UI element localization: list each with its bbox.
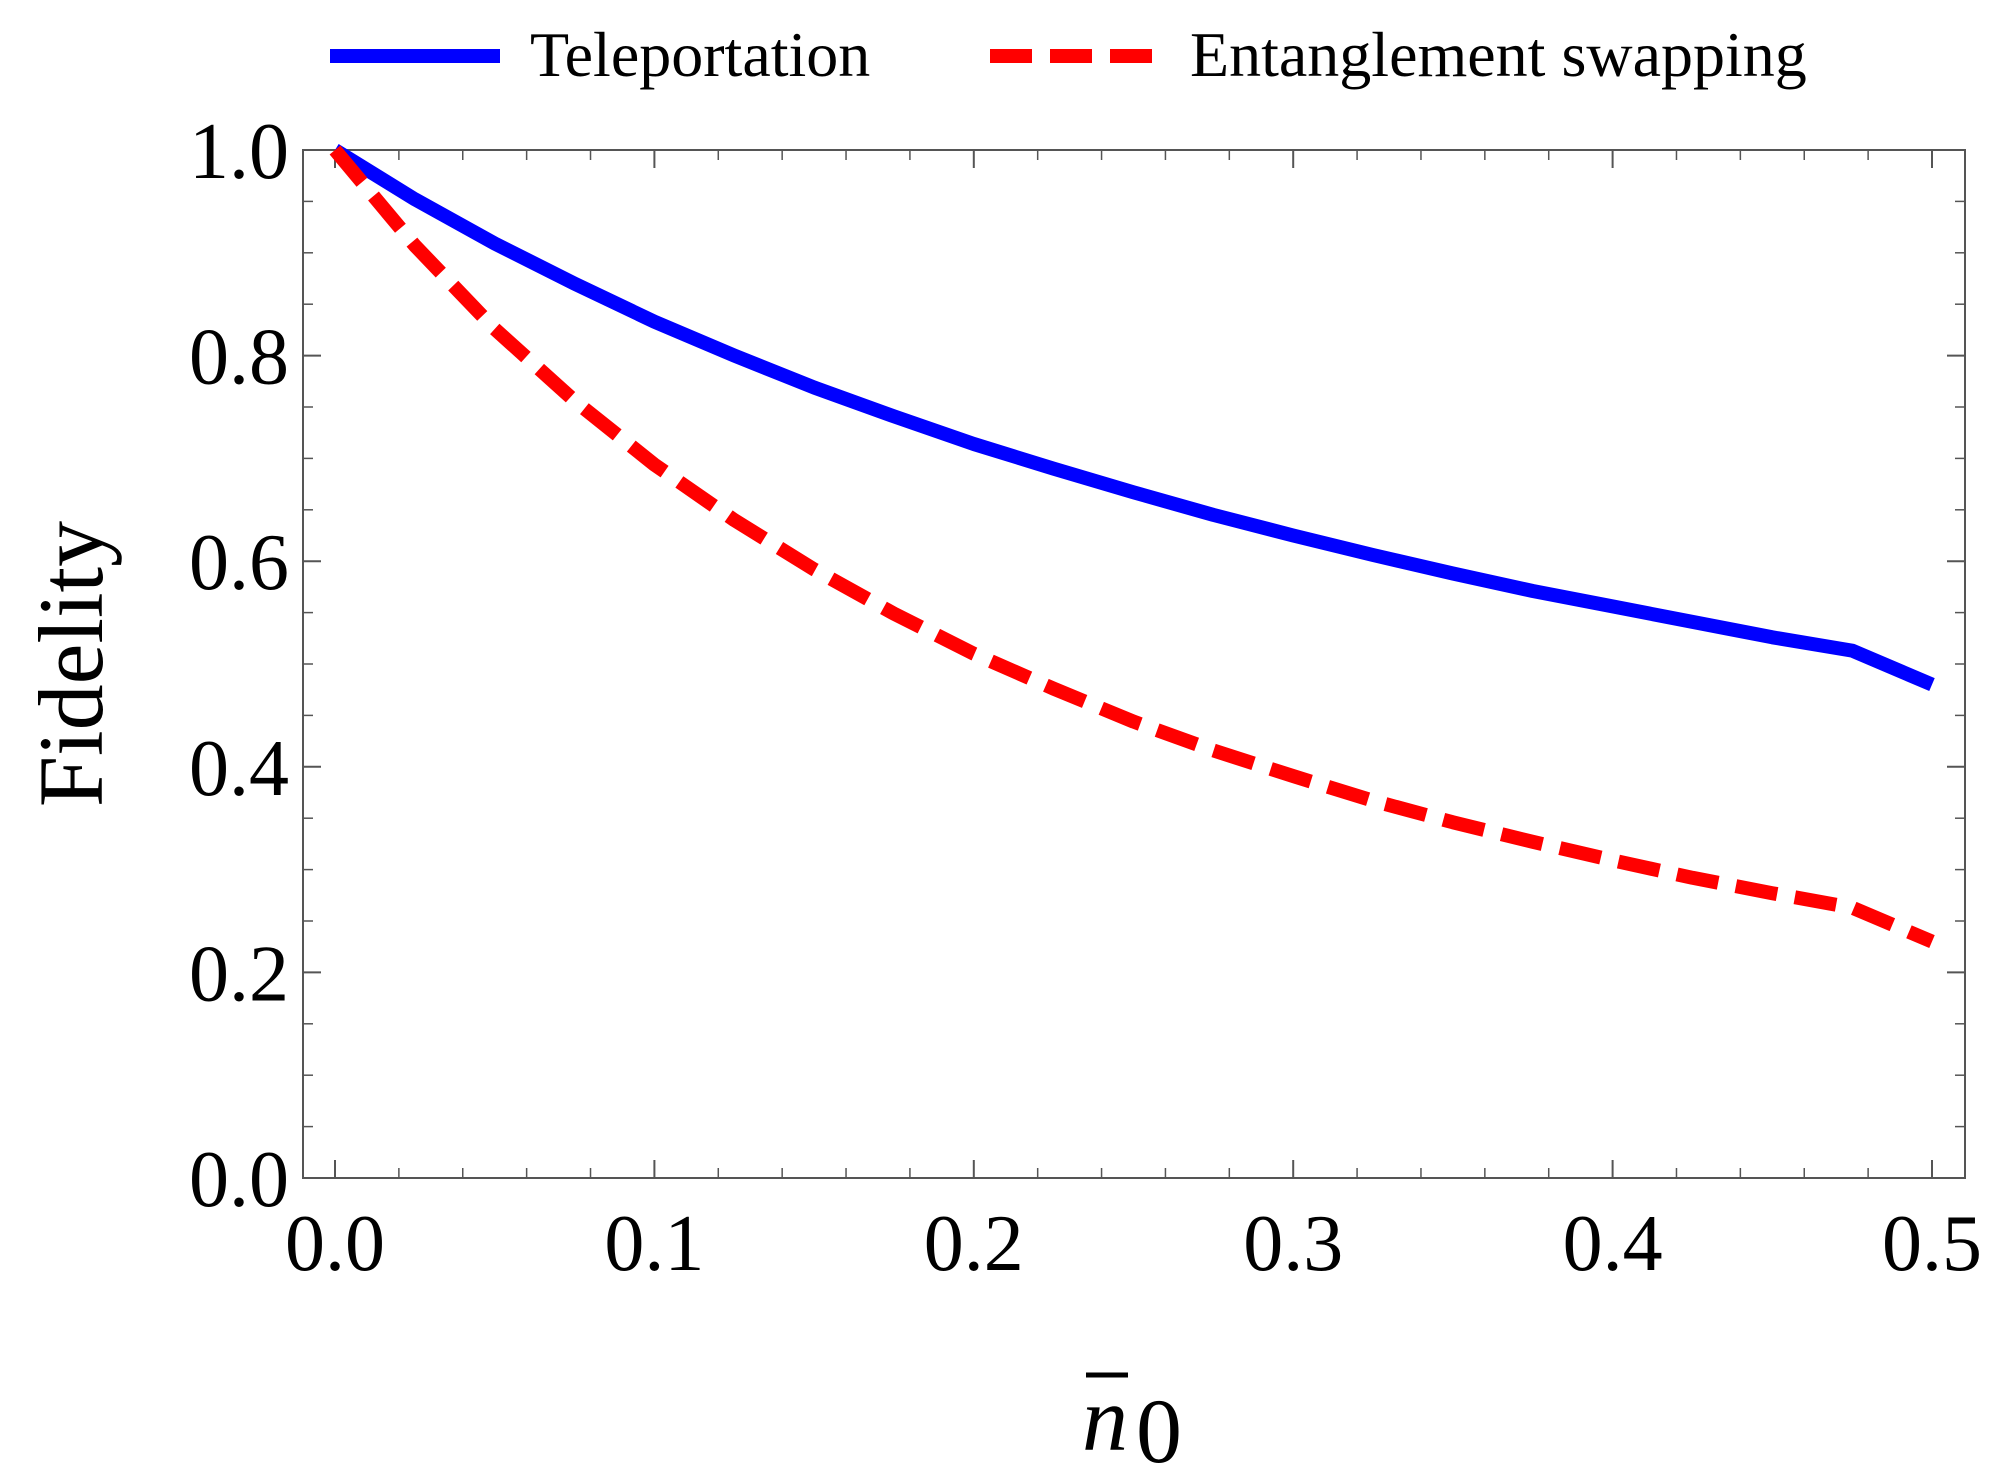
data-point-teleportation xyxy=(1772,637,1773,638)
tick-labels: 0.0 0.1 0.2 0.3 0.4 0.5 0.0 0.2 0.4 0.6 0.8 1.0 xyxy=(189,108,1982,1288)
data-point-teleportation xyxy=(494,243,495,244)
data-point-entanglement-swapping xyxy=(973,653,974,654)
data-point-entanglement-swapping xyxy=(1053,688,1054,689)
data-point-teleportation xyxy=(1293,535,1294,536)
data-point-teleportation xyxy=(1692,621,1693,622)
data-point-entanglement-swapping xyxy=(1852,907,1853,908)
series-line-entanglement-swapping xyxy=(329,145,1935,949)
legend-label-entanglement-swapping: Entanglement swapping xyxy=(1190,19,1807,90)
data-point-teleportation xyxy=(654,321,655,322)
data-point-entanglement-swapping xyxy=(1373,800,1374,801)
y-axis-title: Fidelity xyxy=(20,521,122,807)
y-tick-label: 0.4 xyxy=(189,725,289,813)
series-layer xyxy=(329,144,1935,949)
x-tick-label: 0.3 xyxy=(1243,1200,1343,1288)
data-point-teleportation xyxy=(1373,555,1374,556)
legend: Teleportation Entanglement swapping xyxy=(330,19,1807,90)
plot-frame xyxy=(302,149,1966,1179)
data-point-entanglement-swapping xyxy=(1293,776,1294,777)
data-point-entanglement-swapping xyxy=(494,328,495,329)
data-point-teleportation xyxy=(1053,468,1054,469)
data-point-entanglement-swapping xyxy=(1532,841,1533,842)
data-point-entanglement-swapping xyxy=(654,464,655,465)
data-point-entanglement-swapping xyxy=(574,400,575,401)
data-point-teleportation xyxy=(814,387,815,388)
data-point-teleportation xyxy=(1532,591,1533,592)
legend-label-teleportation: Teleportation xyxy=(530,19,870,90)
x-axis-title-subscript: 0 xyxy=(1136,1380,1182,1475)
y-tick-label: 0.6 xyxy=(189,519,289,607)
series-line-teleportation xyxy=(331,144,1935,692)
data-point-teleportation xyxy=(1133,492,1134,493)
data-point-entanglement-swapping xyxy=(893,613,894,614)
data-point-entanglement-swapping xyxy=(734,520,735,521)
data-point-teleportation xyxy=(1213,514,1214,515)
data-point-teleportation xyxy=(734,355,735,356)
data-point-entanglement-swapping xyxy=(1932,941,1933,942)
x-tick-label: 0.5 xyxy=(1882,1200,1982,1288)
x-tick-label: 0.4 xyxy=(1563,1200,1663,1288)
data-point-teleportation xyxy=(1852,650,1853,651)
x-axis-title: n 0 xyxy=(1082,1368,1182,1475)
data-point-entanglement-swapping xyxy=(1213,750,1214,751)
data-point-entanglement-swapping xyxy=(1612,860,1613,861)
y-tick-label: 0.8 xyxy=(189,314,289,402)
data-point-teleportation xyxy=(414,199,415,200)
data-point-entanglement-swapping xyxy=(814,569,815,570)
data-point-entanglement-swapping xyxy=(1772,893,1773,894)
data-point-teleportation xyxy=(574,283,575,284)
y-tick-label: 0.2 xyxy=(189,930,289,1018)
x-tick-label: 0.2 xyxy=(924,1200,1024,1288)
data-point-entanglement-swapping xyxy=(335,150,336,151)
axis-ticks xyxy=(303,149,1965,1179)
data-point-entanglement-swapping xyxy=(1133,721,1134,722)
x-tick-label: 0.0 xyxy=(285,1200,385,1288)
x-axis-title-base: n xyxy=(1082,1368,1128,1470)
data-point-teleportation xyxy=(893,416,894,417)
data-point-teleportation xyxy=(1612,606,1613,607)
x-tick-label: 0.1 xyxy=(604,1200,704,1288)
y-tick-label: 1.0 xyxy=(189,108,289,196)
data-point-entanglement-swapping xyxy=(1692,877,1693,878)
data-point-teleportation xyxy=(973,444,974,445)
data-point-entanglement-swapping xyxy=(1452,822,1453,823)
data-point-entanglement-swapping xyxy=(414,245,415,246)
data-point-teleportation xyxy=(1452,573,1453,574)
y-tick-label: 0.0 xyxy=(189,1136,289,1224)
data-point-teleportation xyxy=(1932,684,1933,685)
